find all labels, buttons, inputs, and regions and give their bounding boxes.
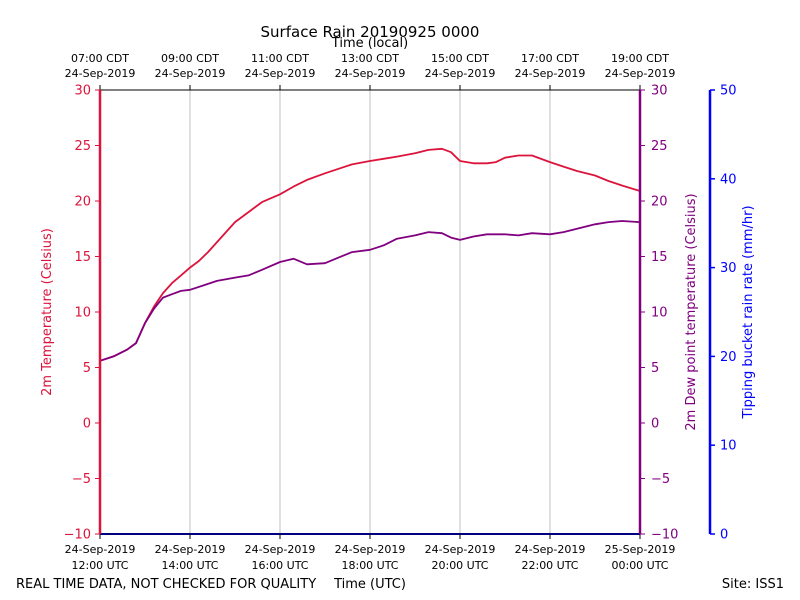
y-axis-label-temperature: 2m Temperature (Celsius) (40, 228, 55, 396)
top-tick-label-date: 24-Sep-2019 (425, 67, 496, 80)
vertical-gridlines (189, 90, 551, 534)
y-tick-label-temperature: 0 (83, 417, 91, 432)
y-tick-label-rain: 40 (720, 172, 737, 187)
x-tick-label-date: 24-Sep-2019 (515, 543, 586, 556)
y-axis-label-dewpoint: 2m Dew point temperature (Celsius) (684, 193, 699, 430)
y-tick-label-dewpoint: 15 (651, 250, 668, 265)
x-tick-label-utc: 20:00 UTC (431, 559, 488, 572)
y-tick-label-temperature: 15 (74, 250, 91, 265)
y-tick-label-dewpoint: −5 (651, 472, 670, 487)
y-tick-label-dewpoint: 20 (651, 195, 668, 210)
y-tick-label-rain: 30 (720, 261, 737, 276)
x-tick-label-utc: 12:00 UTC (71, 559, 128, 572)
top-tick-label-cdt: 09:00 CDT (161, 52, 219, 65)
x-tick-label-date: 24-Sep-2019 (65, 543, 136, 556)
y-tick-label-temperature: 5 (83, 361, 91, 376)
x-tick-label-utc: 22:00 UTC (521, 559, 578, 572)
y-tick-label-dewpoint: 25 (651, 139, 668, 154)
x-tick-label-date: 24-Sep-2019 (155, 543, 226, 556)
y-tick-label-dewpoint: 10 (651, 306, 668, 321)
x-tick-label-utc: 14:00 UTC (161, 559, 218, 572)
x-tick-label-date: 25-Sep-2019 (605, 543, 676, 556)
y-tick-label-temperature: −5 (72, 472, 91, 487)
y-tick-label-temperature: −10 (64, 528, 91, 543)
y-tick-label-temperature: 10 (74, 306, 91, 321)
x-axis-label: Time (UTC) (333, 577, 406, 592)
x-tick-label-utc: 16:00 UTC (251, 559, 308, 572)
y-tick-label-dewpoint: 5 (651, 361, 659, 376)
y-tick-label-dewpoint: 30 (651, 84, 668, 99)
y-tick-label-rain: 10 (720, 439, 737, 454)
y-axis-label-rain-rate: Tipping bucket rain rate (mm/hr) (741, 205, 756, 419)
y-tick-label-rain: 50 (720, 84, 737, 99)
top-tick-label-cdt: 07:00 CDT (71, 52, 129, 65)
top-tick-label-cdt: 11:00 CDT (251, 52, 309, 65)
top-tick-label-cdt: 15:00 CDT (431, 52, 489, 65)
temperature-line (99, 147, 641, 362)
axes-ticks: 24-Sep-2019 12:00 UTC 07:00 CDT 24-Sep-2019… (64, 52, 737, 572)
y-tick-label-dewpoint: 0 (651, 417, 659, 432)
y-tick-label-temperature: 20 (74, 195, 91, 210)
y-tick-label-rain: 20 (720, 350, 737, 365)
x-tick-label-utc: 18:00 UTC (341, 559, 398, 572)
top-tick-label-date: 24-Sep-2019 (605, 67, 676, 80)
top-tick-label-date: 24-Sep-2019 (335, 67, 406, 80)
y-tick-label-rain: 0 (720, 528, 728, 543)
y-tick-label-temperature: 25 (74, 139, 91, 154)
y-tick-label-temperature: 30 (74, 84, 91, 99)
chart-title: Surface Rain 20190925 0000 (261, 23, 480, 41)
x-tick-label-date: 24-Sep-2019 (425, 543, 496, 556)
y-tick-label-dewpoint: −10 (651, 528, 678, 543)
dewpoint-line (99, 220, 641, 362)
x-tick-label-date: 24-Sep-2019 (245, 543, 316, 556)
x-tick-label-date: 24-Sep-2019 (335, 543, 406, 556)
top-tick-label-date: 24-Sep-2019 (515, 67, 586, 80)
top-tick-label-cdt: 13:00 CDT (341, 52, 399, 65)
top-axis-label: Time (local) (331, 36, 408, 51)
top-tick-label-cdt: 19:00 CDT (611, 52, 669, 65)
series-lines (99, 147, 641, 362)
top-tick-label-date: 24-Sep-2019 (155, 67, 226, 80)
x-tick-label-utc: 00:00 UTC (611, 559, 668, 572)
top-tick-label-cdt: 17:00 CDT (521, 52, 579, 65)
top-tick-label-date: 24-Sep-2019 (245, 67, 316, 80)
quality-disclaimer: REAL TIME DATA, NOT CHECKED FOR QUALITY (16, 577, 316, 592)
site-label: Site: ISS1 (722, 577, 784, 592)
top-tick-label-date: 24-Sep-2019 (65, 67, 136, 80)
